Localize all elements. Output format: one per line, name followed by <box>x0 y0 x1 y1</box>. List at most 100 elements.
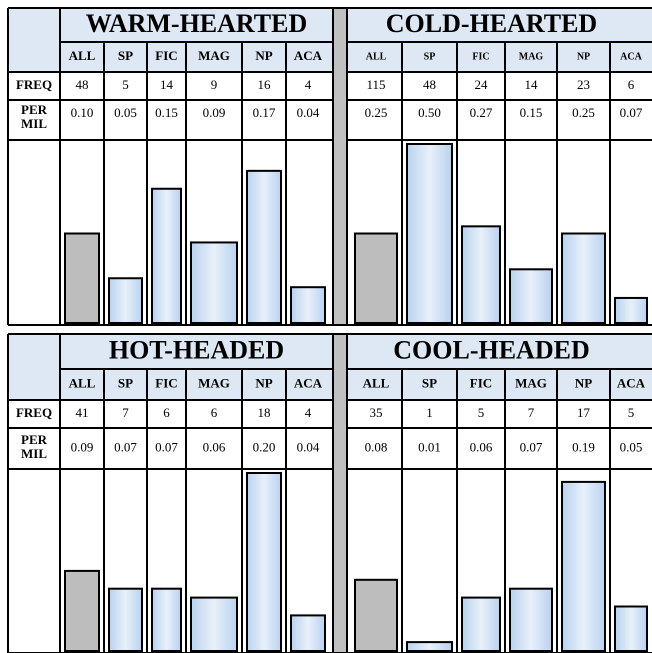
panel-title: HOT-HEADED <box>109 335 284 364</box>
bar-sp <box>108 587 143 653</box>
bar-np <box>561 480 606 652</box>
row-label-per-mil: MIL <box>21 446 47 461</box>
category-label: ALL <box>363 375 390 390</box>
per-mil-value: 0.09 <box>203 105 226 120</box>
category-label: MAG <box>198 48 230 63</box>
freq-value: 48 <box>76 77 89 92</box>
category-label: SP <box>424 51 436 62</box>
category-label: ALL <box>69 375 96 390</box>
bar-mag <box>190 596 238 652</box>
panel-divider <box>333 334 347 653</box>
freq-value: 48 <box>423 77 436 92</box>
per-mil-value: 0.27 <box>470 105 493 120</box>
bar-sp <box>406 143 453 324</box>
category-label: NP <box>577 51 590 62</box>
freq-value: 16 <box>258 77 272 92</box>
freq-value: 4 <box>305 77 312 92</box>
per-mil-value: 0.10 <box>71 105 94 120</box>
freq-value: 7 <box>122 405 129 420</box>
bar-mag <box>509 268 553 324</box>
per-mil-value: 0.07 <box>114 439 137 454</box>
freq-value: 6 <box>211 405 218 420</box>
freq-value: 14 <box>160 77 174 92</box>
panel-title: COOL-HEADED <box>393 335 589 364</box>
header-background <box>347 8 652 72</box>
bar-np <box>561 232 606 324</box>
bar-fic <box>151 187 182 324</box>
per-mil-value: 0.09 <box>71 439 94 454</box>
category-label: SP <box>118 48 133 63</box>
panel-title: COLD-HEARTED <box>386 9 597 38</box>
panel-title: WARM-HEARTED <box>86 9 308 38</box>
category-label: SP <box>118 375 133 390</box>
bar-np <box>246 169 282 324</box>
bar-sp <box>406 641 453 652</box>
per-mil-value: 0.05 <box>620 439 643 454</box>
panel-divider <box>333 8 347 325</box>
category-label: NP <box>575 375 592 390</box>
freq-value: 4 <box>305 405 312 420</box>
per-mil-value: 0.25 <box>572 105 595 120</box>
freq-value: 9 <box>211 77 218 92</box>
bar-fic <box>461 596 501 652</box>
freq-value: 35 <box>370 405 383 420</box>
category-label: FIC <box>470 375 492 390</box>
per-mil-value: 0.08 <box>365 439 388 454</box>
row-label-per-mil: PER <box>21 102 48 117</box>
per-mil-value: 0.07 <box>155 439 178 454</box>
per-mil-value: 0.15 <box>520 105 543 120</box>
per-mil-value: 0.01 <box>418 439 441 454</box>
bar-all <box>354 232 398 324</box>
category-label: NP <box>255 375 272 390</box>
bar-sp <box>108 277 143 324</box>
bar-all <box>354 578 398 652</box>
bar-mag <box>190 241 238 324</box>
row-label-freq: FREQ <box>16 405 52 420</box>
header-background <box>347 334 652 400</box>
category-label: MAG <box>515 375 547 390</box>
freq-value: 7 <box>528 405 535 420</box>
bar-mag <box>509 587 553 653</box>
header-background <box>8 8 333 72</box>
row-label-per-mil: PER <box>21 432 48 447</box>
freq-value: 5 <box>478 405 485 420</box>
category-label: FIC <box>155 375 177 390</box>
per-mil-value: 0.50 <box>418 105 441 120</box>
per-mil-value: 0.04 <box>297 105 320 120</box>
per-mil-value: 0.17 <box>253 105 276 120</box>
freq-value: 6 <box>163 405 170 420</box>
freq-value: 5 <box>122 77 129 92</box>
row-label-freq: FREQ <box>16 77 52 92</box>
freq-value: 1 <box>426 405 433 420</box>
per-mil-value: 0.20 <box>253 439 276 454</box>
freq-value: 18 <box>258 405 271 420</box>
category-label: ALL <box>366 51 387 62</box>
per-mil-value: 0.19 <box>572 439 595 454</box>
freq-value: 17 <box>577 405 591 420</box>
category-label: SP <box>422 375 437 390</box>
freq-value: 5 <box>628 405 635 420</box>
category-label: ACA <box>620 51 642 62</box>
bar-all <box>64 569 100 653</box>
freq-value: 14 <box>525 77 539 92</box>
per-mil-value: 0.05 <box>114 105 137 120</box>
category-label: MAG <box>519 51 544 62</box>
per-mil-value: 0.07 <box>520 439 543 454</box>
bar-aca <box>290 286 326 325</box>
bar-fic <box>461 225 501 324</box>
category-label: MAG <box>198 375 230 390</box>
header-background <box>8 334 333 400</box>
per-mil-value: 0.15 <box>155 105 178 120</box>
freq-value: 24 <box>475 77 489 92</box>
per-mil-value: 0.07 <box>620 105 643 120</box>
category-label: FIC <box>155 48 177 63</box>
row-label-per-mil: MIL <box>21 116 47 131</box>
category-label: ACA <box>294 375 323 390</box>
freq-value: 23 <box>577 77 590 92</box>
bar-aca <box>614 296 648 325</box>
per-mil-value: 0.25 <box>365 105 388 120</box>
bar-np <box>246 472 282 652</box>
bar-aca <box>290 614 326 653</box>
bar-fic <box>151 587 182 653</box>
